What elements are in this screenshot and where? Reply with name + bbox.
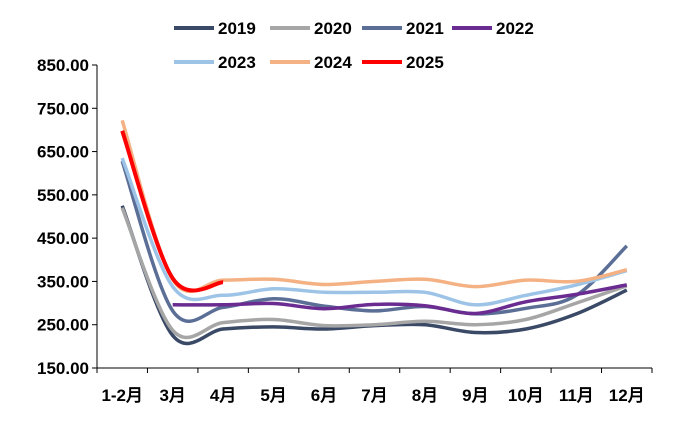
y-tick-label: 850.00 [37,56,89,75]
x-tick-label: 4月 [210,386,236,405]
series-line-2022 [172,283,628,316]
axes: 850.00 750.00 650.00 550.00 450.00 350.00 250.… [37,56,653,405]
x-tick-label: 10月 [508,386,544,405]
x-tick-label: 8月 [412,386,438,405]
x-tick-label: 12月 [609,386,645,405]
y-tick-label: 450.00 [37,229,89,248]
legend-item-2019: 2019 [174,19,256,38]
legend-item-2020: 2020 [270,19,352,38]
y-tick-label: 650.00 [37,143,89,162]
series-line-2023 [120,157,628,307]
legend-item-2023: 2023 [174,53,256,72]
series-2019 [120,205,628,346]
x-tick-label: 6月 [311,386,337,405]
legend-label: 2025 [406,53,444,72]
series-line-2025 [120,130,224,293]
x-tick-label: 7月 [361,386,387,405]
legend-label: 2020 [314,19,352,38]
y-tick-label: 550.00 [37,186,89,205]
series-2023 [120,157,628,307]
y-tick-label: 150.00 [37,359,89,378]
legend: 2019 2020 2021 2022 2023 2024 2025 [174,19,534,72]
series-2025 [120,130,224,293]
legend-label: 2023 [218,53,256,72]
series-line-2019 [120,205,628,346]
y-tick-label: 350.00 [37,272,89,291]
x-tick-label: 3月 [159,386,185,405]
y-tick-label: 250.00 [37,316,89,335]
legend-label: 2022 [496,19,534,38]
series-2022 [172,283,628,316]
series-2024 [120,119,628,294]
series-line-2024 [120,119,628,294]
legend-item-2024: 2024 [270,53,352,72]
x-tick-label: 5月 [260,386,286,405]
legend-label: 2019 [218,19,256,38]
y-tick-label: 750.00 [37,99,89,118]
x-tick-label: 9月 [462,386,488,405]
series-2020 [120,207,628,340]
legend-item-2022: 2022 [452,19,534,38]
legend-label: 2024 [314,53,352,72]
legend-item-2021: 2021 [362,19,444,38]
series-line-2021 [120,160,629,323]
legend-item-2025: 2025 [362,53,444,72]
series-line-2020 [120,207,628,340]
legend-label: 2021 [406,19,444,38]
x-tick-label: 11月 [559,386,594,405]
series-group [120,119,629,346]
x-tick-label: 1-2月 [101,386,143,405]
series-2021 [120,160,629,323]
